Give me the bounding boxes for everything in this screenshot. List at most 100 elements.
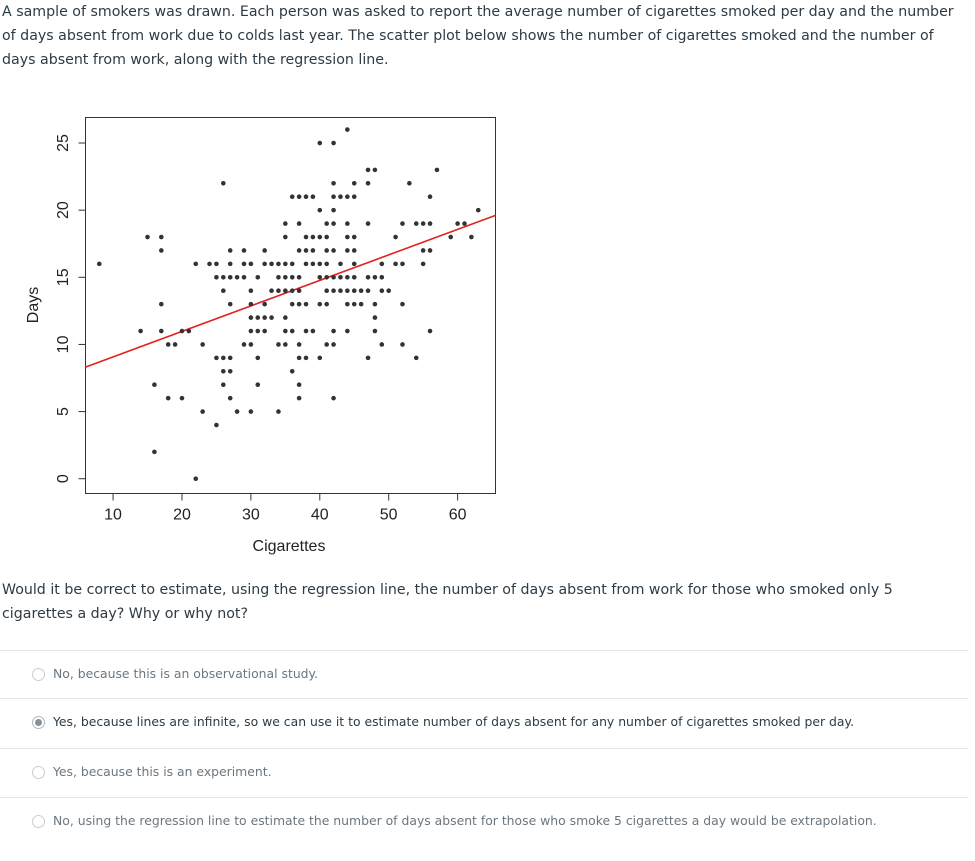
data-point bbox=[400, 342, 405, 347]
option-label[interactable]: Yes, because this is an experiment. bbox=[53, 764, 272, 779]
data-point bbox=[310, 328, 316, 334]
data-point bbox=[324, 261, 329, 267]
data-point bbox=[324, 234, 329, 240]
data-point bbox=[221, 382, 226, 388]
radio-button[interactable] bbox=[32, 815, 45, 828]
data-point bbox=[420, 221, 426, 226]
data-point bbox=[269, 261, 274, 267]
data-point bbox=[262, 248, 267, 253]
data-point bbox=[296, 355, 302, 361]
data-point bbox=[317, 234, 323, 240]
data-point bbox=[276, 409, 281, 414]
data-point bbox=[324, 288, 329, 294]
option-observational[interactable]: No, because this is an observational stu… bbox=[0, 650, 968, 699]
data-point bbox=[289, 328, 295, 334]
data-point bbox=[427, 194, 433, 200]
option-lines-infinite[interactable]: Yes, because lines are infinite, so we c… bbox=[0, 698, 968, 747]
data-point bbox=[227, 395, 233, 401]
x-tick-label: 60 bbox=[449, 507, 467, 524]
data-point bbox=[296, 248, 302, 253]
data-point bbox=[221, 288, 226, 294]
data-point bbox=[317, 355, 323, 361]
data-point bbox=[193, 261, 199, 267]
data-point bbox=[365, 167, 371, 173]
data-point bbox=[413, 221, 419, 226]
data-point bbox=[227, 261, 233, 267]
data-point bbox=[331, 275, 336, 280]
data-point bbox=[276, 261, 281, 267]
data-point bbox=[379, 261, 385, 267]
data-point bbox=[248, 261, 254, 267]
data-point bbox=[269, 315, 274, 320]
data-point bbox=[193, 476, 199, 482]
data-point bbox=[227, 355, 233, 361]
data-point bbox=[221, 181, 226, 186]
data-point bbox=[310, 194, 316, 200]
option-extrapolation[interactable]: No, using the regression line to estimat… bbox=[0, 797, 968, 846]
radio-button[interactable] bbox=[32, 668, 45, 681]
data-point bbox=[317, 275, 323, 280]
data-point bbox=[158, 301, 164, 307]
x-tick-label: 30 bbox=[242, 507, 260, 524]
x-tick-label: 50 bbox=[380, 507, 398, 524]
data-point bbox=[379, 342, 385, 347]
data-point bbox=[345, 127, 350, 132]
data-point bbox=[221, 369, 226, 374]
data-point bbox=[331, 248, 336, 253]
y-tick-label: 25 bbox=[55, 134, 72, 152]
data-point bbox=[303, 261, 309, 267]
data-point bbox=[262, 328, 267, 334]
option-label[interactable]: No, because this is an observational stu… bbox=[53, 666, 319, 681]
y-tick-label: 0 bbox=[55, 474, 72, 483]
data-point bbox=[331, 342, 336, 347]
data-point bbox=[96, 261, 102, 267]
data-point bbox=[289, 275, 295, 280]
data-point bbox=[255, 328, 261, 334]
data-point bbox=[241, 342, 247, 347]
data-point bbox=[413, 355, 419, 361]
data-point bbox=[358, 301, 364, 307]
data-point bbox=[345, 248, 350, 253]
data-point bbox=[283, 221, 288, 226]
data-point bbox=[345, 194, 350, 200]
data-point bbox=[427, 248, 433, 253]
data-point bbox=[152, 382, 157, 388]
y-tick-label: 20 bbox=[55, 201, 72, 219]
radio-button[interactable] bbox=[32, 716, 45, 729]
data-point bbox=[296, 275, 302, 280]
data-point bbox=[214, 422, 219, 428]
data-point bbox=[365, 221, 371, 226]
data-point bbox=[317, 301, 323, 307]
data-point bbox=[393, 261, 398, 267]
option-label[interactable]: Yes, because lines are infinite, so we c… bbox=[53, 714, 855, 729]
data-point bbox=[248, 328, 254, 334]
data-point bbox=[365, 275, 371, 280]
data-point bbox=[365, 288, 371, 294]
data-point bbox=[434, 167, 440, 173]
data-point bbox=[248, 409, 254, 414]
data-point bbox=[379, 288, 385, 294]
data-point bbox=[255, 275, 261, 280]
data-point bbox=[331, 395, 336, 401]
data-point bbox=[262, 301, 267, 307]
data-point bbox=[296, 301, 302, 307]
data-point bbox=[372, 167, 378, 173]
data-point bbox=[269, 288, 274, 294]
option-label[interactable]: No, using the regression line to estimat… bbox=[53, 813, 877, 828]
data-point bbox=[283, 315, 288, 320]
data-point bbox=[296, 221, 302, 226]
data-point bbox=[310, 248, 316, 253]
data-point bbox=[200, 409, 205, 414]
data-point bbox=[393, 234, 398, 240]
data-point bbox=[358, 288, 364, 294]
data-point bbox=[345, 275, 350, 280]
data-point bbox=[227, 275, 233, 280]
option-experiment[interactable]: Yes, because this is an experiment. bbox=[0, 748, 968, 797]
data-point bbox=[400, 301, 405, 307]
radio-button[interactable] bbox=[32, 766, 45, 779]
data-point bbox=[310, 234, 316, 240]
data-point bbox=[351, 261, 357, 267]
data-point bbox=[283, 288, 288, 294]
data-point bbox=[331, 221, 336, 226]
data-point bbox=[317, 261, 323, 267]
